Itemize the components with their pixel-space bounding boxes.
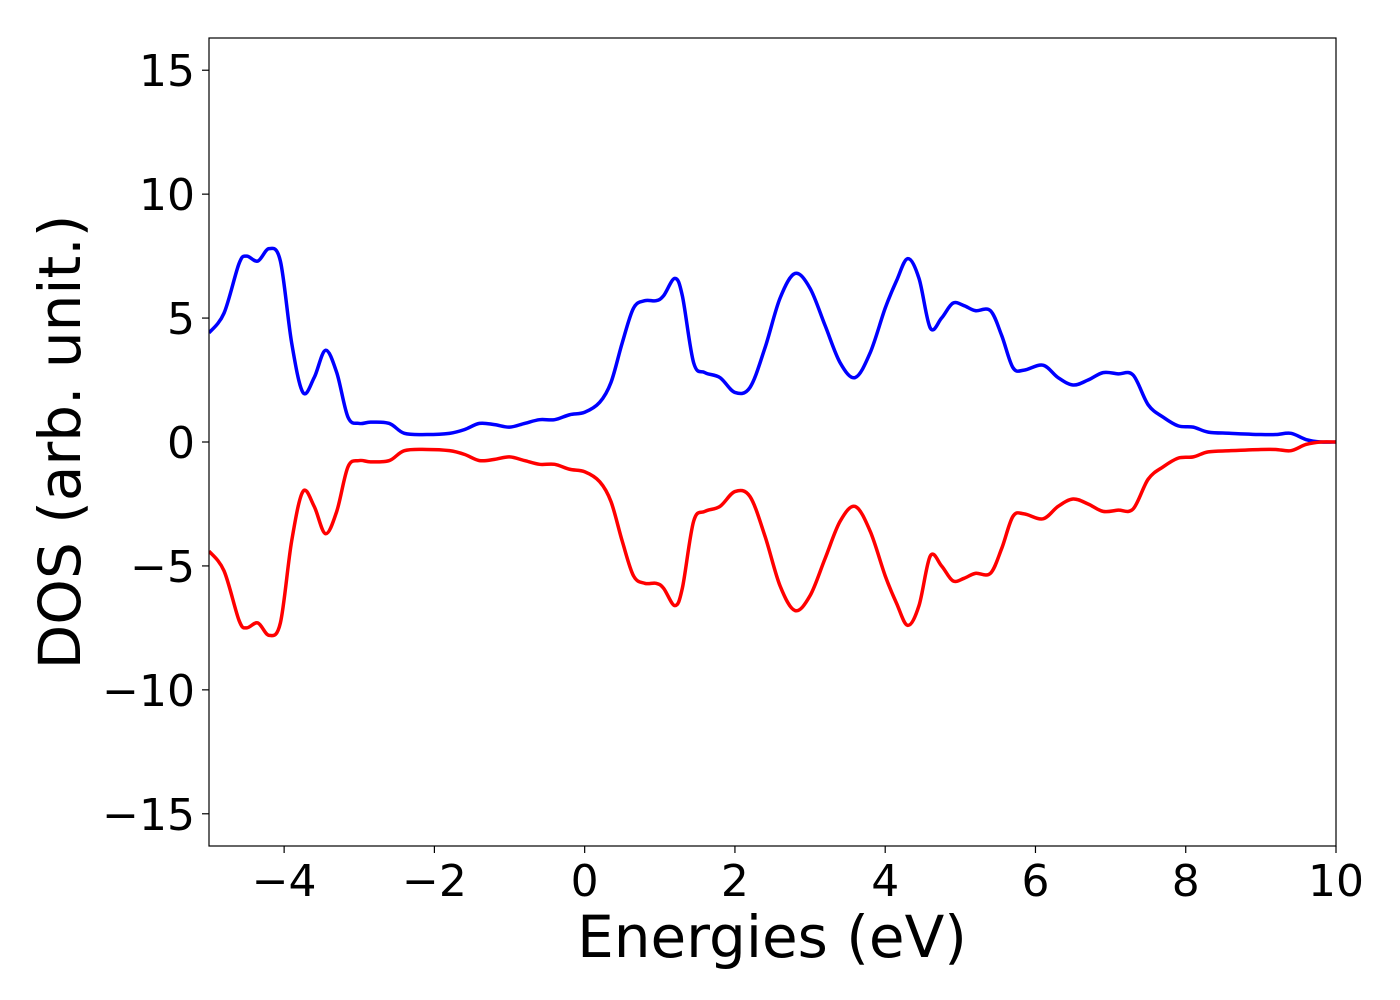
dos-series-down-line [209, 440, 1336, 638]
plot-area [209, 38, 1336, 846]
y-axis-title: DOS (arb. unit.) [26, 215, 94, 670]
x-tick-label: 10 [1308, 856, 1364, 907]
x-tick-label: −2 [402, 856, 467, 907]
y-tick-label: 15 [139, 46, 195, 97]
x-tick-label: 2 [721, 856, 749, 907]
y-tick-label: −10 [102, 666, 195, 717]
x-tick-label: 6 [1021, 856, 1049, 907]
x-tick-label: 8 [1172, 856, 1200, 907]
x-tick-label: 0 [571, 856, 599, 907]
y-tick-label: 10 [139, 170, 195, 221]
x-tick-label: 4 [871, 856, 899, 907]
y-tick-label: 0 [167, 418, 195, 469]
y-tick-label: 5 [167, 294, 195, 345]
x-tick-label: −4 [252, 856, 317, 907]
x-axis-title: Energies (eV) [577, 903, 967, 971]
y-tick-label: −5 [130, 542, 195, 593]
y-tick-label: −15 [102, 790, 195, 841]
dos-series-up-line [209, 246, 1336, 444]
